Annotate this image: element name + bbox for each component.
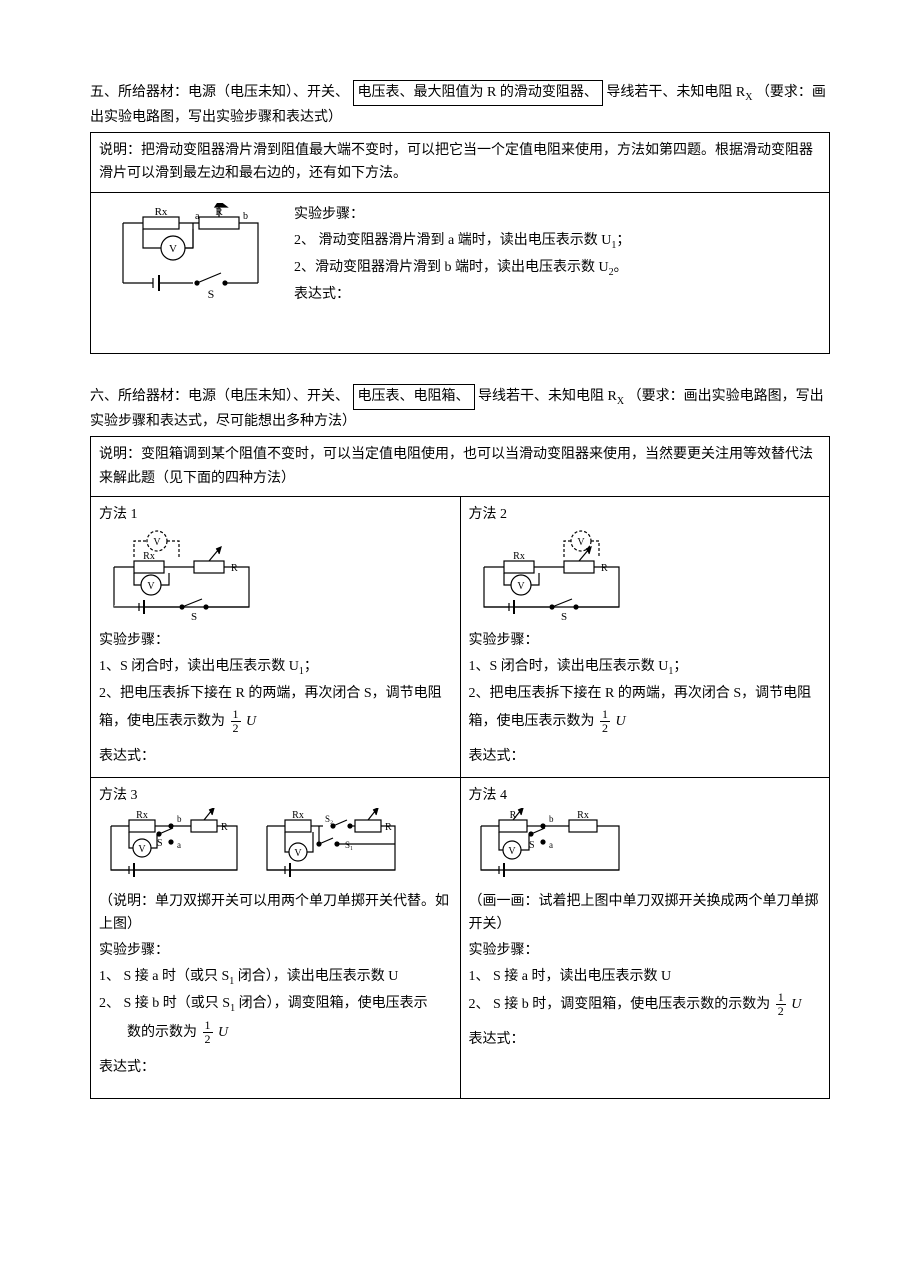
svg-text:V: V (153, 537, 161, 548)
m2-steps-title: 实验步骤： (469, 629, 822, 653)
svg-text:Rx: Rx (292, 810, 304, 821)
content-cell: Rx a R b (91, 193, 830, 354)
section-6-header: 六、所给器材：电源（电压未知）、开关、 电压表、电阻箱、 导线若干、未知电阻 R… (90, 384, 830, 434)
steps-5: 实验步骤： 2、 滑动变阻器滑片滑到 a 端时，读出电压表示数 U1； 2、滑动… (282, 199, 821, 312)
text: 导线若干、未知电阻 R (478, 389, 617, 404)
step-1: 2、 滑动变阻器滑片滑到 a 端时，读出电压表示数 U1； (294, 229, 813, 254)
svg-text:V: V (138, 844, 146, 855)
section-6-table: 说明：变阻箱调到某个阻值不变时，可以当定值电阻使用，也可以当滑动变阻器来使用，当… (90, 436, 830, 1099)
svg-text:Rx: Rx (513, 551, 525, 562)
svg-text:a: a (549, 840, 553, 850)
m4-step1: 1、 S 接 a 时，读出电压表示数 U (469, 965, 822, 989)
circuit-diagram-m3: Rx b a S R (99, 808, 452, 888)
svg-text:S: S (560, 611, 566, 623)
method-3-cell: 方法 3 Rx b a S (91, 777, 461, 1098)
svg-text:Rx: Rx (155, 206, 168, 218)
subscript: X (617, 396, 624, 407)
section-5-header: 五、所给器材：电源（电压未知）、开关、 电压表、最大阻值为 R 的滑动变阻器、 … (90, 80, 830, 130)
fraction: 12 (231, 708, 241, 735)
svg-text:R: R (221, 822, 228, 833)
svg-text:a: a (177, 840, 181, 850)
circuit-diagram-5: Rx a R b (99, 199, 282, 317)
m4-step2: 2、 S 接 b 时，调变阻箱，使电压表示数的示数为 12 U (469, 991, 822, 1018)
svg-text:V: V (147, 581, 155, 592)
steps-title: 实验步骤： (294, 203, 813, 227)
svg-text:V: V (577, 537, 585, 548)
svg-text:V: V (169, 243, 177, 255)
method-2-cell: 方法 2 V Rx (460, 497, 830, 777)
m1-step2: 2、把电压表拆下接在 R 的两端，再次闭合 S，调节电阻 (99, 682, 452, 706)
svg-text:R: R (509, 810, 516, 821)
m2-step2: 2、把电压表拆下接在 R 的两端，再次闭合 S，调节电阻 (469, 682, 822, 706)
svg-text:V: V (294, 848, 302, 859)
note-cell: 说明：变阻箱调到某个阻值不变时，可以当定值电阻使用，也可以当滑动变阻器来使用，当… (91, 436, 830, 497)
step-2: 2、滑动变阻器滑片滑到 b 端时，读出电压表示数 U2。 (294, 256, 813, 281)
m1-step3: 箱，使电压表示数为 12 U (99, 708, 452, 735)
svg-text:R: R (231, 563, 238, 574)
boxed-text: 电压表、最大阻值为 R 的滑动变阻器、 (353, 80, 603, 106)
text: 五、所给器材：电源（电压未知）、开关、 (90, 85, 349, 100)
note-cell: 说明：把滑动变阻器滑片滑到阻值最大端不变时，可以把它当一个定值电阻来使用，方法如… (91, 132, 830, 193)
svg-text:S: S (191, 611, 197, 623)
svg-text:R: R (601, 563, 608, 574)
m4-steps-title: 实验步骤： (469, 939, 822, 963)
svg-text:V: V (508, 846, 516, 857)
m1-steps-title: 实验步骤： (99, 629, 452, 653)
circuit-diagram-m2: V Rx R V (469, 527, 822, 627)
section-5-table: 说明：把滑动变阻器滑片滑到阻值最大端不变时，可以把它当一个定值电阻来使用，方法如… (90, 132, 830, 355)
method-4-title: 方法 4 (469, 784, 822, 808)
svg-text:Rx: Rx (577, 810, 589, 821)
svg-text:V: V (517, 581, 525, 592)
text: 六、所给器材：电源（电压未知）、开关、 (90, 389, 349, 404)
method-1-cell: 方法 1 V Rx (91, 497, 461, 777)
m3-step1: 1、 S 接 a 时（或只 S1 闭合），读出电压表示数 U (99, 965, 452, 990)
m1-step1: 1、S 闭合时，读出电压表示数 U1； (99, 655, 452, 680)
svg-text:Rx: Rx (136, 810, 148, 821)
m2-step3: 箱，使电压表示数为 12 U (469, 708, 822, 735)
fraction: 12 (203, 1019, 213, 1046)
svg-text:b: b (177, 814, 182, 824)
method-4-cell: 方法 4 R b a S (460, 777, 830, 1098)
m1-expr: 表达式： (99, 745, 452, 769)
fraction: 12 (776, 991, 786, 1018)
svg-text:S: S (157, 838, 163, 849)
m3-note: （说明：单刀双掷开关可以用两个单刀单掷开关代替。如上图） (99, 890, 452, 938)
svg-text:S: S (208, 287, 215, 301)
m2-expr: 表达式： (469, 745, 822, 769)
m3-steps-title: 实验步骤： (99, 939, 452, 963)
m4-expr: 表达式： (469, 1028, 822, 1052)
method-3-title: 方法 3 (99, 784, 452, 808)
m2-step1: 1、S 闭合时，读出电压表示数 U1； (469, 655, 822, 680)
circuit-diagram-m4: R b a S Rx V (469, 808, 822, 888)
svg-text:Rx: Rx (143, 551, 155, 562)
svg-text:R: R (385, 822, 392, 833)
subscript: X (745, 92, 752, 103)
method-2-title: 方法 2 (469, 503, 822, 527)
svg-text:S₂: S₂ (325, 814, 333, 824)
m3-step2: 2、 S 接 b 时（或只 S1 闭合），调变阻箱，使电压表示 (99, 992, 452, 1017)
m3-expr: 表达式： (99, 1056, 452, 1080)
svg-text:b: b (243, 211, 248, 222)
note-text: 说明：变阻箱调到某个阻值不变时，可以当定值电阻使用，也可以当滑动变阻器来使用，当… (99, 447, 813, 486)
m4-note: （画一画：试着把上图中单刀双掷开关换成两个单刀单掷开关） (469, 890, 822, 938)
text: 导线若干、未知电阻 R (606, 85, 745, 100)
note-text: 说明：把滑动变阻器滑片滑到阻值最大端不变时，可以把它当一个定值电阻来使用，方法如… (99, 143, 813, 182)
circuit-diagram-m1: V Rx R V (99, 527, 452, 627)
svg-text:b: b (549, 814, 554, 824)
boxed-text: 电压表、电阻箱、 (353, 384, 475, 410)
fraction: 12 (600, 708, 610, 735)
expression-label: 表达式： (294, 283, 813, 307)
m3-step3: 数的示数为 12 U (99, 1019, 452, 1046)
method-1-title: 方法 1 (99, 503, 452, 527)
svg-text:S: S (529, 840, 535, 851)
svg-text:S₁: S₁ (345, 840, 353, 850)
